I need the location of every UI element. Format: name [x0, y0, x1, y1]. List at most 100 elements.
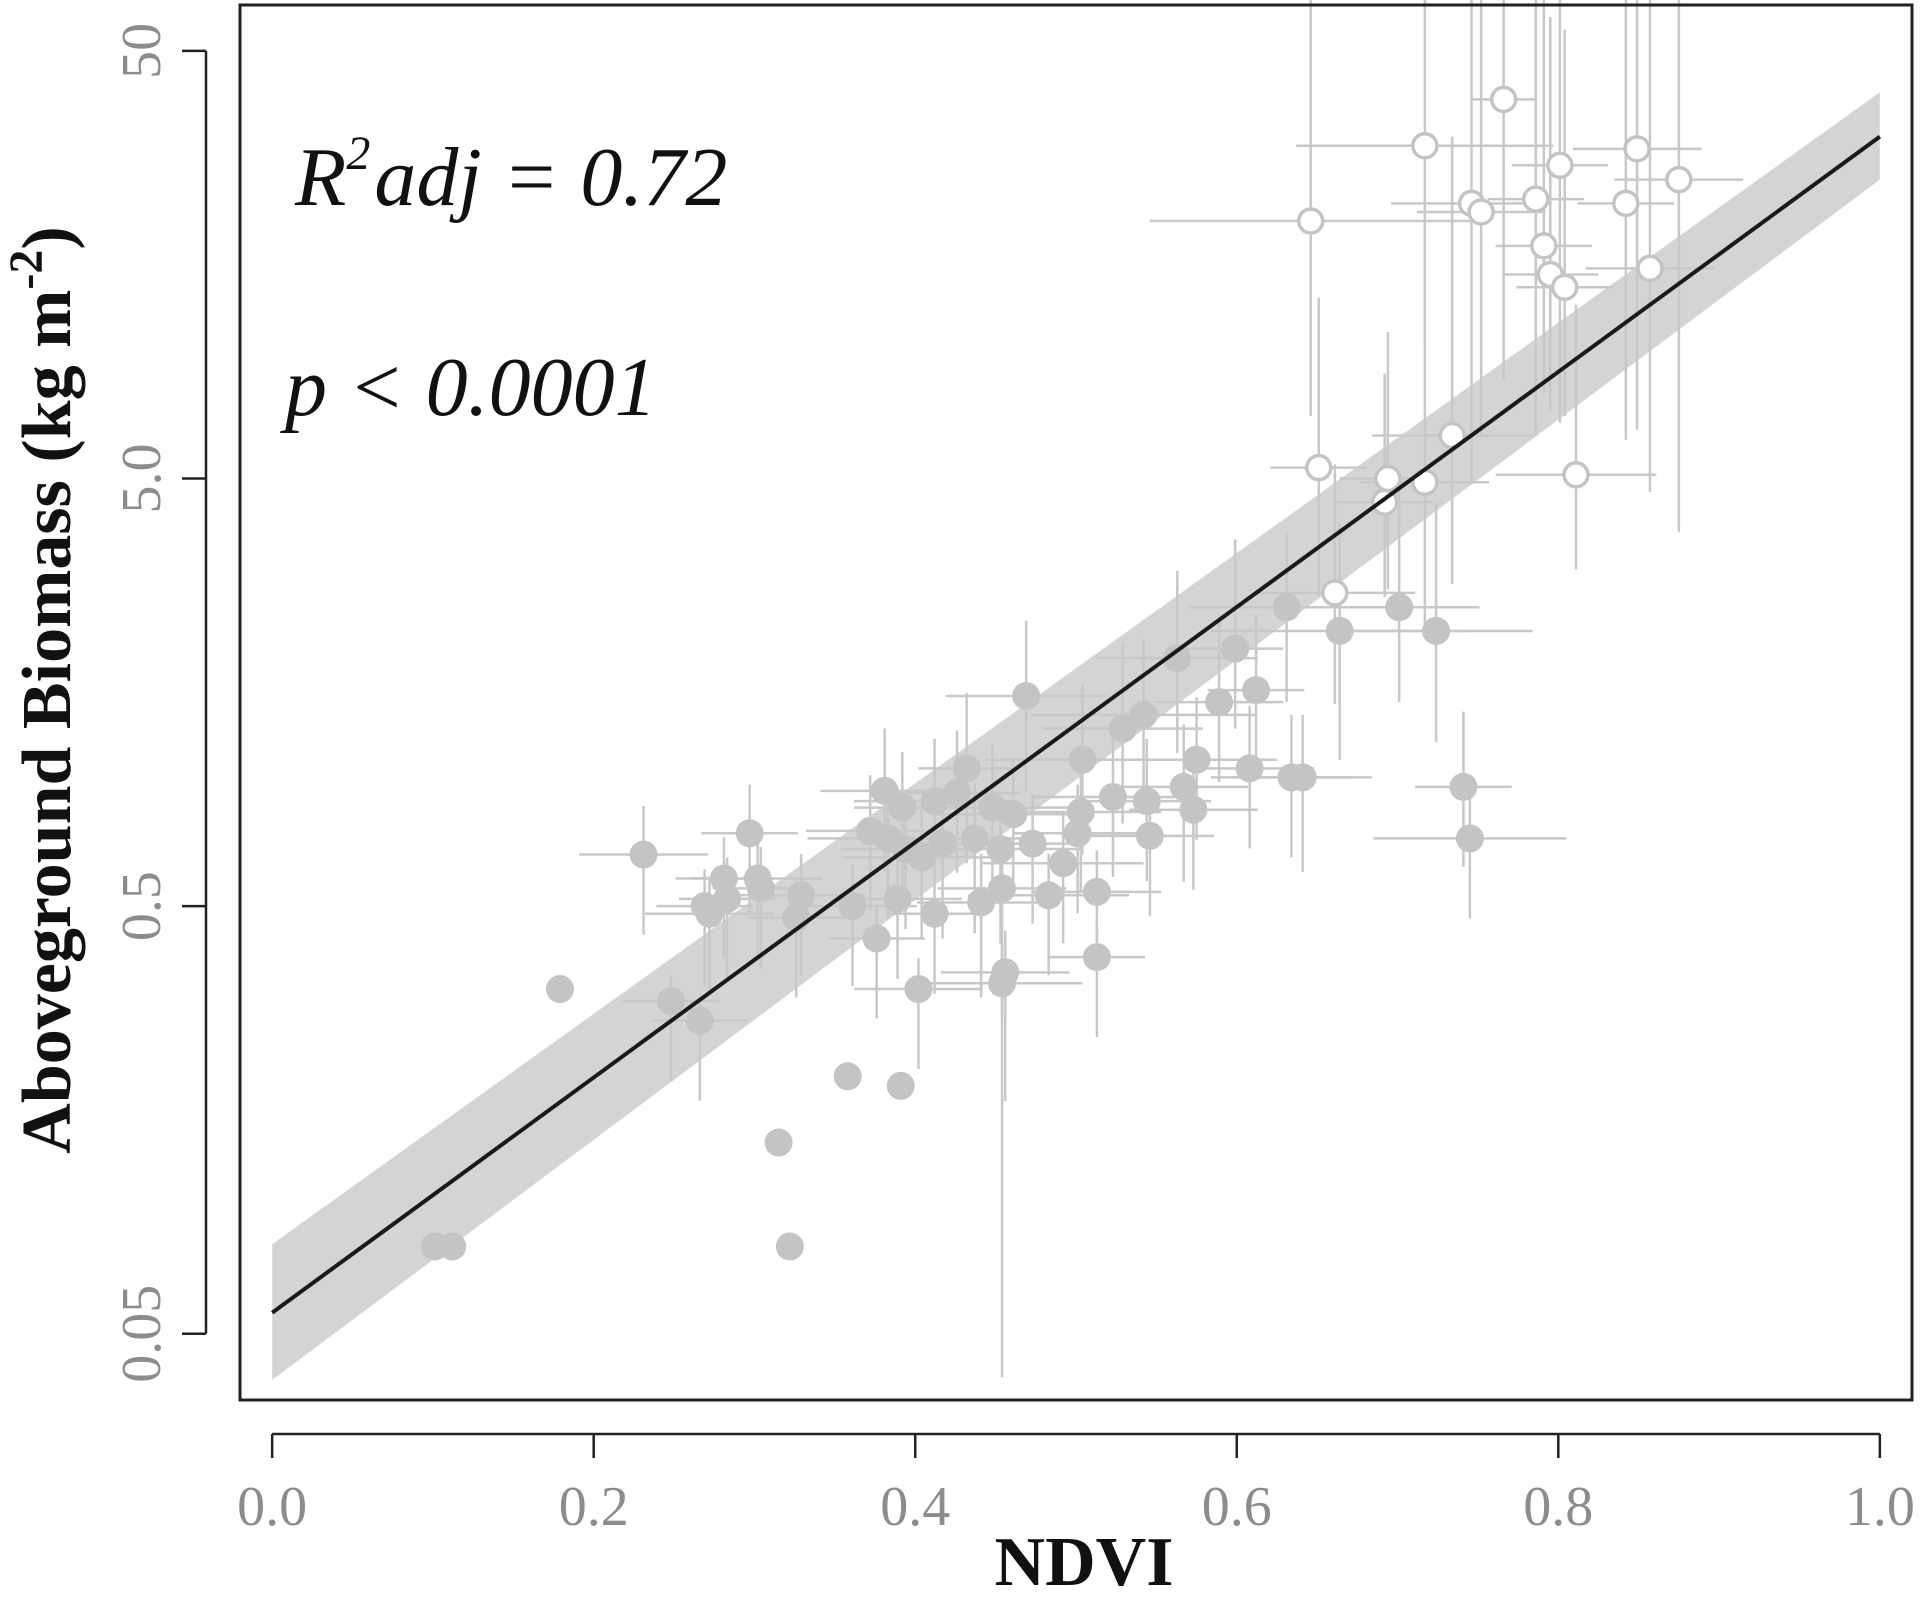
- filled-data-point: [656, 986, 685, 1015]
- x-tick-label: 0.2: [559, 1476, 629, 1538]
- y-axis-title-main: Aboveground Biomass (kg m: [9, 290, 86, 1154]
- filled-data-point: [1068, 745, 1097, 774]
- open-data-point: [1321, 579, 1349, 607]
- y-tick-label: 50: [111, 23, 173, 79]
- p-value-annotation: p < 0.0001: [280, 341, 657, 434]
- r2-superscript: 2: [346, 127, 370, 180]
- x-axis: 0.0 0.2 0.4 0.6 0.8 1.0: [237, 1432, 1915, 1538]
- filled-data-point: [907, 843, 936, 872]
- filled-data-point: [920, 899, 949, 928]
- y-tick-label: 0.5: [111, 871, 173, 941]
- filled-data-point: [438, 1232, 467, 1261]
- open-data-point: [1530, 232, 1558, 260]
- open-data-point: [1296, 207, 1325, 235]
- filled-data-point: [1205, 688, 1234, 717]
- filled-data-point: [746, 874, 775, 903]
- confidence-band: [272, 92, 1880, 1380]
- y-tick-label: 5.0: [111, 443, 173, 513]
- filled-data-point: [1082, 877, 1111, 906]
- open-data-point: [1305, 453, 1333, 482]
- filled-data-point: [1066, 797, 1095, 826]
- open-data-point: [1522, 185, 1550, 213]
- open-data-point: [1411, 131, 1439, 160]
- filled-data-point: [764, 1128, 793, 1157]
- filled-data-point: [888, 793, 917, 822]
- x-tick-label: 0.4: [880, 1476, 950, 1538]
- filled-data-point: [952, 754, 981, 783]
- filled-data-point: [986, 835, 1015, 864]
- filled-data-point: [1132, 787, 1161, 816]
- filled-data-point: [870, 776, 899, 805]
- filled-data-point: [1179, 795, 1208, 824]
- x-tick-label: 1.0: [1845, 1476, 1915, 1538]
- open-data-point: [1374, 464, 1402, 493]
- x-tick-label: 0.6: [1202, 1476, 1272, 1538]
- filled-data-point: [1012, 681, 1041, 710]
- filled-data-point: [545, 975, 574, 1004]
- filled-data-point: [1235, 754, 1264, 783]
- r-squared-annotation: R2adj = 0.72: [294, 127, 727, 224]
- filled-data-point: [775, 1232, 804, 1261]
- r2-base: R: [294, 131, 346, 224]
- filled-data-point: [833, 1062, 862, 1091]
- open-data-point: [1665, 165, 1693, 194]
- plot-frame: [238, 3, 1914, 1402]
- filled-data-point: [1455, 824, 1484, 853]
- filled-data-point: [928, 829, 957, 858]
- open-data-point: [1489, 85, 1518, 114]
- r2-rest: adj = 0.72: [374, 131, 727, 224]
- confidence-band-layer: [272, 92, 1880, 1380]
- open-data-point: [1623, 135, 1651, 163]
- filled-data-point: [988, 874, 1017, 903]
- filled-data-point: [1018, 829, 1047, 858]
- filled-data-point: [1098, 782, 1127, 811]
- open-data-point: [1636, 254, 1664, 283]
- filled-data-point: [1135, 821, 1164, 850]
- filled-data-point: [999, 800, 1028, 829]
- filled-data-point: [1163, 644, 1192, 673]
- filled-data-point: [1049, 849, 1078, 878]
- filled-data-point: [1422, 616, 1451, 645]
- filled-data-point: [883, 884, 912, 913]
- y-axis-title-superscript: -2: [0, 250, 53, 290]
- open-data-point: [1562, 461, 1590, 489]
- filled-data-point: [787, 881, 816, 910]
- y-tick-label: 0.05: [111, 1285, 173, 1383]
- open-data-point: [1546, 151, 1574, 180]
- filled-data-point: [1182, 745, 1211, 774]
- filled-data-point: [838, 892, 867, 921]
- open-data-point: [1550, 273, 1579, 302]
- filled-data-point: [920, 787, 949, 816]
- filled-data-point: [862, 924, 891, 953]
- y-axis-title: Aboveground Biomass (kg m-2): [0, 226, 86, 1153]
- filled-data-point: [1221, 634, 1250, 663]
- filled-data-point: [1242, 676, 1271, 705]
- filled-data-point: [943, 778, 972, 807]
- filled-data-point: [1034, 881, 1063, 910]
- regression-line: [270, 135, 1882, 1315]
- filled-data-point: [1288, 763, 1317, 792]
- filled-data-point: [1325, 616, 1354, 645]
- filled-data-point: [960, 824, 989, 853]
- filled-data-point: [1082, 943, 1111, 972]
- y-axis: 0.05 0.5 5.0 50: [111, 23, 208, 1383]
- filled-data-point: [886, 1071, 915, 1100]
- open-data-point: [1612, 189, 1640, 218]
- filled-data-point: [735, 819, 764, 848]
- regression-line-layer: [270, 135, 1882, 1315]
- y-axis-title-end: ): [9, 226, 86, 249]
- filled-data-point: [1108, 714, 1137, 743]
- x-tick-label: 0.0: [237, 1476, 307, 1538]
- filled-data-point: [1169, 772, 1198, 801]
- x-tick-label: 0.8: [1523, 1476, 1593, 1538]
- filled-data-point: [1385, 593, 1414, 622]
- filled-data-point: [1129, 700, 1158, 729]
- filled-data-point: [1063, 819, 1092, 848]
- filled-data-point: [629, 840, 658, 869]
- filled-data-point: [1272, 593, 1301, 622]
- filled-data-point: [1449, 772, 1478, 801]
- open-data-point: [1467, 198, 1495, 226]
- filled-data-point: [685, 1006, 714, 1035]
- filled-data-point: [991, 958, 1020, 987]
